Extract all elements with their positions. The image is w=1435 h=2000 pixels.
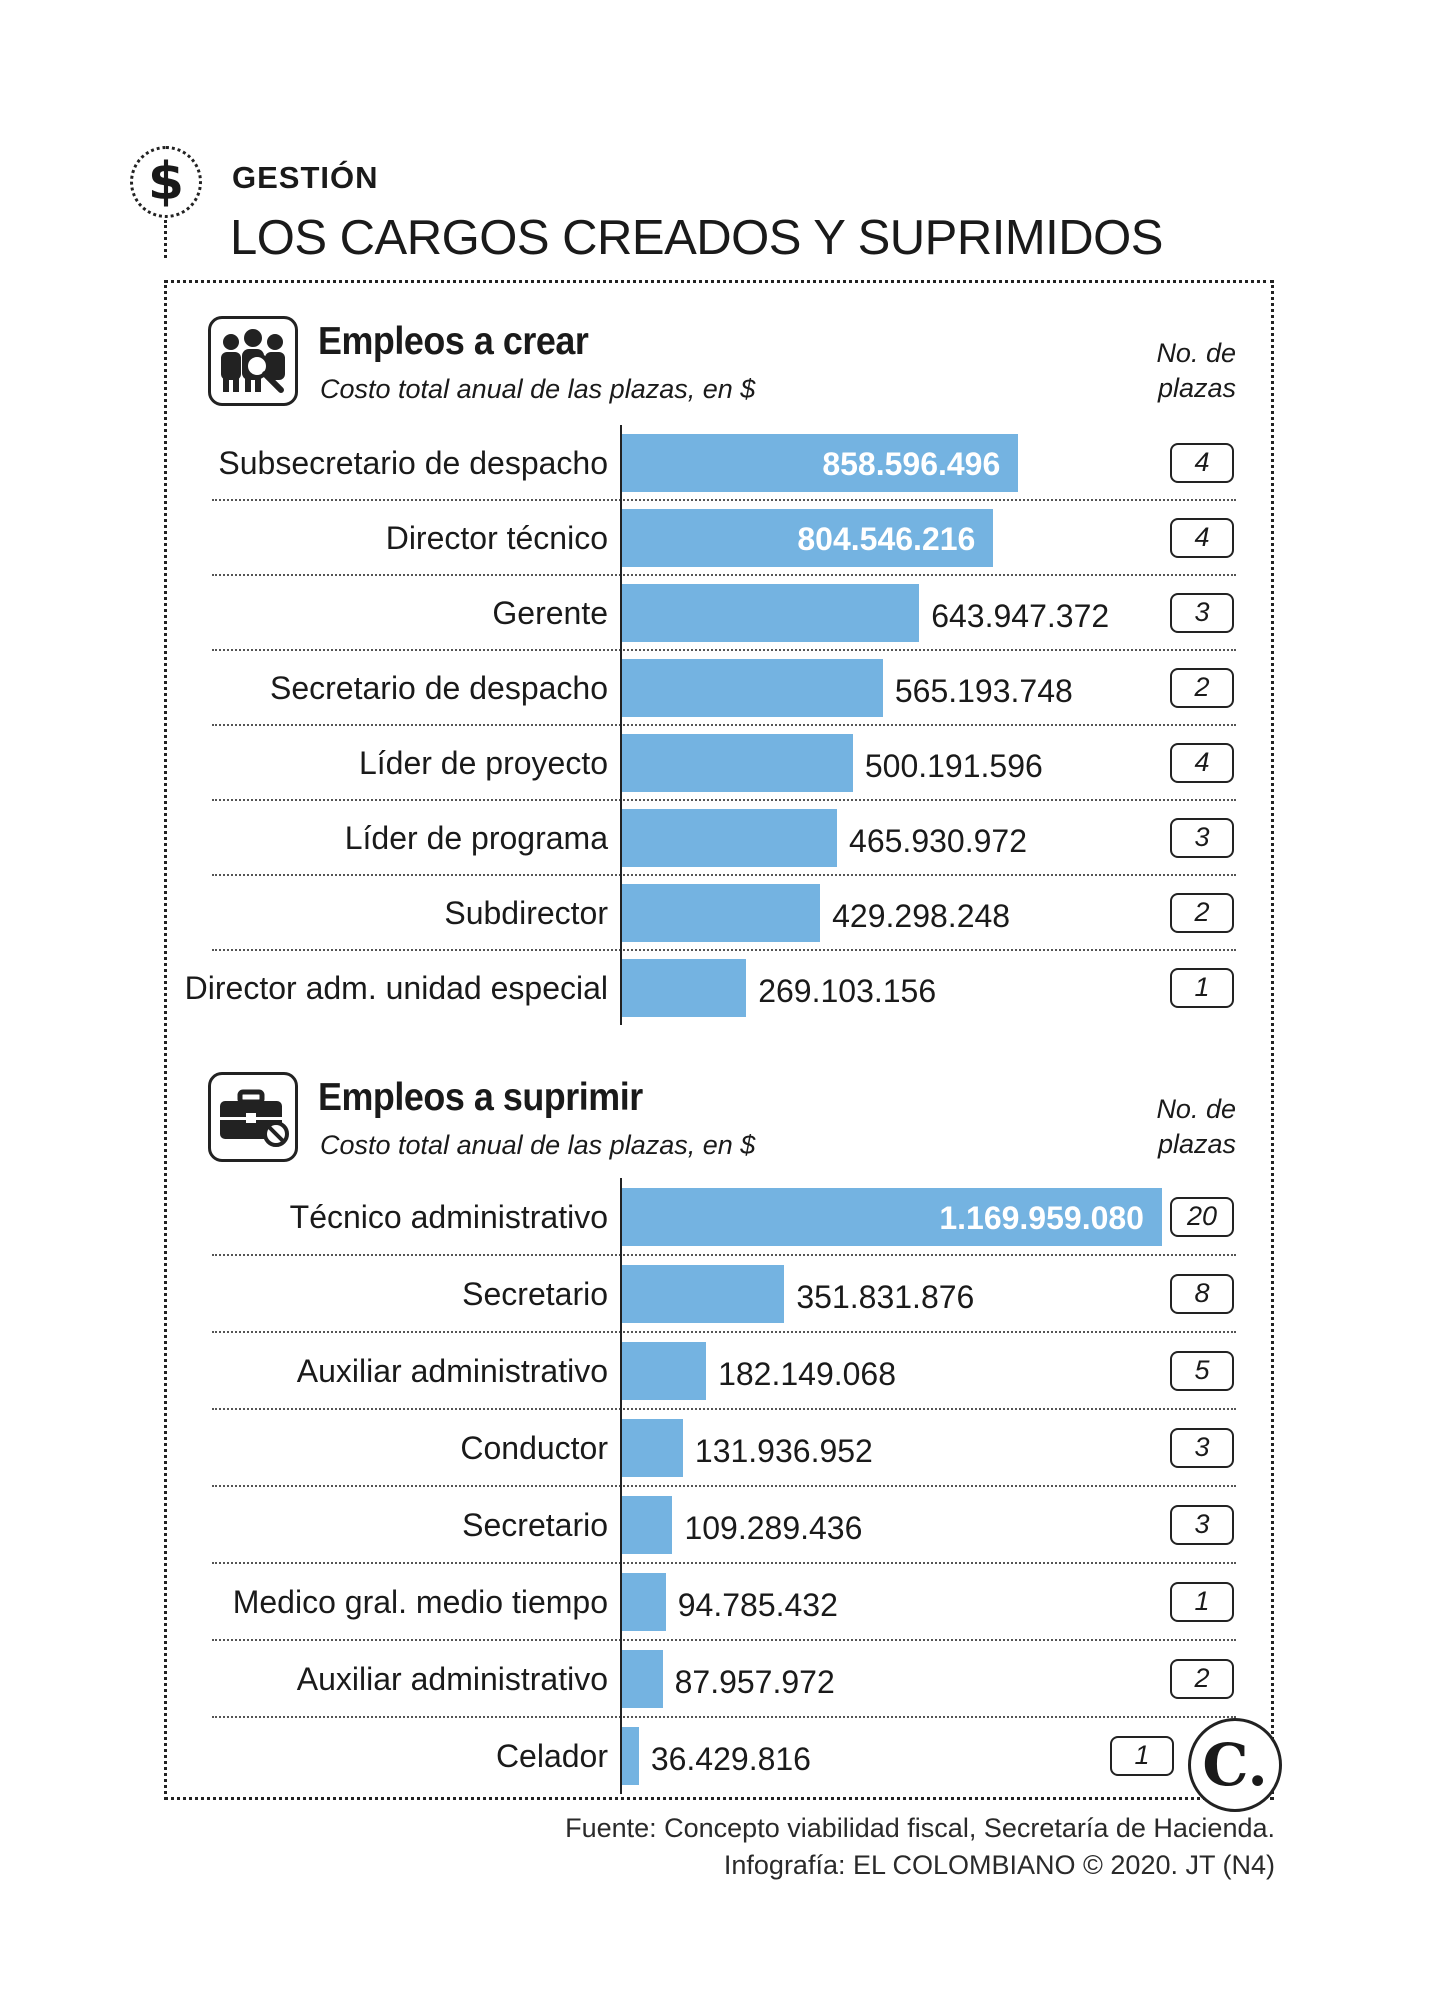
bar-value-label: 182.149.068 — [718, 1355, 897, 1392]
bar — [622, 808, 838, 867]
bar-value-label: 465.930.972 — [849, 822, 1027, 859]
count-badge: 2 — [1170, 892, 1234, 933]
bar-label: Director técnico — [385, 519, 608, 556]
bar-value-label: 1.169.959.080 — [939, 1199, 1144, 1236]
bar-value-label: 36.429.816 — [650, 1740, 811, 1777]
count-badge: 20 — [1170, 1196, 1234, 1237]
count-badge: 1 — [1170, 1581, 1234, 1622]
row-separator — [212, 499, 1236, 501]
bar-label: Director adm. unidad especial — [184, 969, 608, 1006]
bar-label: Subsecretario de despacho — [218, 444, 608, 481]
bar-value-label: 131.936.952 — [694, 1432, 873, 1469]
count-badge: 3 — [1170, 1427, 1234, 1468]
bar — [622, 1572, 666, 1631]
row-separator — [212, 1408, 1236, 1410]
bar — [622, 658, 883, 717]
bar-value-label: 351.831.876 — [796, 1278, 975, 1315]
bar-value-label: 94.785.432 — [677, 1586, 838, 1623]
bar — [622, 1418, 683, 1477]
section-title-crear: Empleos a crear — [318, 320, 589, 363]
row-separator — [212, 574, 1236, 576]
section-title-suprimir: Empleos a suprimir — [318, 1076, 643, 1119]
count-badge: 1 — [1170, 967, 1234, 1008]
count-badge: 8 — [1170, 1273, 1234, 1314]
bar — [622, 1726, 639, 1785]
row-separator — [212, 649, 1236, 651]
count-badge: 2 — [1170, 667, 1234, 708]
row-separator — [212, 1716, 1236, 1718]
bar-label: Subdirector — [444, 894, 608, 931]
workers-icon — [208, 316, 298, 406]
bar-value-label: 565.193.748 — [894, 672, 1073, 709]
bar-label: Secretario — [462, 1275, 608, 1312]
section-subtitle-crear: Costo total anual de las plazas, en $ — [320, 374, 756, 404]
bar — [622, 1341, 707, 1400]
bar-label: Celador — [495, 1737, 608, 1774]
row-separator — [212, 724, 1236, 726]
bar — [622, 583, 920, 642]
row-separator — [212, 1562, 1236, 1564]
page-title: LOS CARGOS CREADOS Y SUPRIMIDOS — [230, 211, 1163, 265]
count-header-suprimir: No. de plazas — [1156, 1094, 1236, 1159]
chart-frame — [164, 280, 1274, 1800]
bar-label: Conductor — [460, 1429, 608, 1466]
row-separator — [212, 799, 1236, 801]
row-separator — [212, 1331, 1236, 1333]
row-separator — [212, 874, 1236, 876]
briefcase-icon — [208, 1072, 298, 1162]
bar — [622, 1649, 663, 1708]
bar — [622, 508, 994, 567]
bar-label: Auxiliar administrativo — [296, 1352, 608, 1389]
bar-label: Líder de proyecto — [358, 744, 608, 781]
row-separator — [212, 1485, 1236, 1487]
bar-label: Secretario — [462, 1506, 608, 1543]
value-axis — [620, 1178, 622, 1794]
bar-value-label: 858.596.496 — [822, 445, 1001, 482]
bar-label: Auxiliar administrativo — [296, 1660, 608, 1697]
row-separator — [212, 1639, 1236, 1641]
bar-label: Secretario de despacho — [270, 669, 608, 706]
bar-value-label: 109.289.436 — [684, 1509, 863, 1546]
bar-value-label: 429.298.248 — [832, 897, 1011, 934]
source-text: Fuente: Concepto viabilidad fiscal, Secr… — [565, 1813, 1275, 1843]
section-subtitle-suprimir: Costo total anual de las plazas, en $ — [320, 1130, 756, 1160]
bar-label: Líder de programa — [344, 819, 608, 856]
bar-value-label: 500.191.596 — [864, 747, 1043, 784]
el-colombiano-logo-icon: C. — [1188, 1718, 1282, 1812]
bar-label: Técnico administrativo — [289, 1198, 608, 1235]
bar — [622, 433, 1019, 492]
count-header-crear: No. de plazas — [1156, 338, 1236, 403]
row-separator — [212, 1254, 1236, 1256]
section-kicker: GESTIÓN — [232, 160, 379, 195]
dollar-icon: $ — [130, 146, 202, 218]
count-badge: 4 — [1170, 442, 1234, 483]
bar-value-label: 87.957.972 — [674, 1663, 835, 1700]
count-badge: 3 — [1170, 592, 1234, 633]
bar-label: Medico gral. medio tiempo — [232, 1583, 608, 1620]
count-badge: 2 — [1170, 1658, 1234, 1699]
credit-text: Infografía: EL COLOMBIANO © 2020. JT (N4… — [723, 1850, 1275, 1880]
bar-value-label: 643.947.372 — [931, 597, 1110, 634]
source-note: Fuente: Concepto viabilidad fiscal, Secr… — [565, 1810, 1275, 1884]
bar — [622, 958, 747, 1017]
count-badge: 3 — [1170, 817, 1234, 858]
bar — [622, 883, 821, 942]
bar — [622, 1187, 1162, 1246]
count-badge: 5 — [1170, 1350, 1234, 1391]
connector-line — [164, 220, 167, 258]
bar — [622, 733, 853, 792]
bar-value-label: 804.546.216 — [797, 520, 976, 557]
bar — [622, 1264, 785, 1323]
bar-label: Gerente — [492, 594, 608, 631]
bar-value-label: 269.103.156 — [758, 972, 937, 1009]
bar — [622, 1495, 673, 1554]
count-badge: 4 — [1170, 517, 1234, 558]
count-badge: 3 — [1170, 1504, 1234, 1545]
value-axis — [620, 425, 622, 1025]
count-badge: 1 — [1110, 1735, 1174, 1776]
row-separator — [212, 949, 1236, 951]
count-badge: 4 — [1170, 742, 1234, 783]
